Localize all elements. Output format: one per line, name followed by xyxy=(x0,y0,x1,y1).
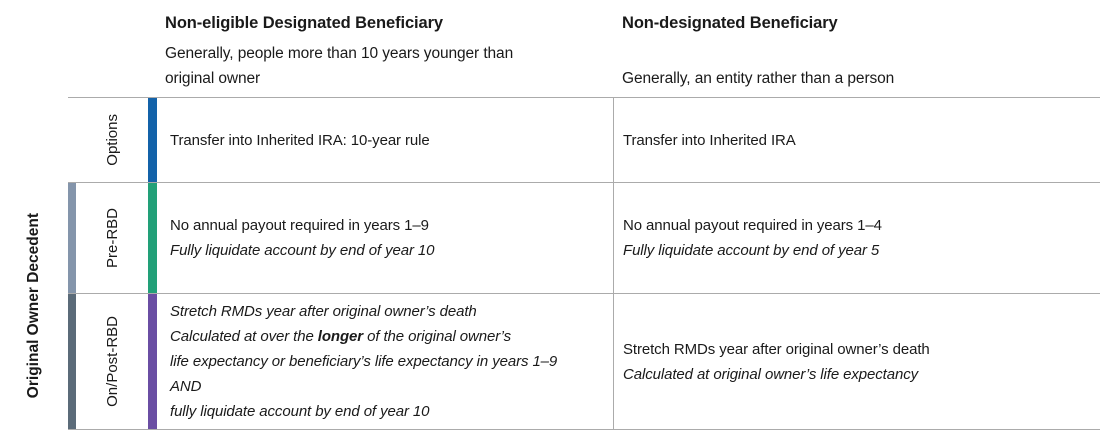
cell-pre-rbd-non-eligible: No annual payout required in years 1–9 F… xyxy=(157,182,613,293)
on-post-rbd-accent-bar xyxy=(148,293,157,430)
options-accent-bar xyxy=(148,97,157,182)
cell-line: Stretch RMDs year after original owner’s… xyxy=(623,340,930,358)
subtitle-line: Generally, people more than 10 years you… xyxy=(165,45,514,62)
row-label-on-post-rbd: On/Post-RBD xyxy=(76,293,148,430)
cell-on-post-rbd-non-designated: Stretch RMDs year after original owner’s… xyxy=(613,293,1100,430)
column-header-non-designated-title: Non-designated Beneficiary xyxy=(622,14,838,32)
pre-rbd-accent-bar xyxy=(148,182,157,293)
side-bar-spacer xyxy=(68,97,76,182)
subtitle-line: original owner xyxy=(165,70,261,87)
cell-line-segment-bold: longer xyxy=(317,328,364,345)
cell-options-non-designated: Transfer into Inherited IRA xyxy=(613,97,1100,182)
cell-line: Calculated at original owner’s life expe… xyxy=(623,365,919,383)
on-post-rbd-side-bar xyxy=(68,293,76,430)
cell-line: life expectancy or beneficiary’s life ex… xyxy=(170,353,558,370)
row-group-label-text: Original Owner Decedent xyxy=(25,213,42,399)
table-grid: Non-eligible Designated Beneficiary Gene… xyxy=(0,0,1100,430)
cell-on-post-rbd-non-eligible: Stretch RMDs year after original owner’s… xyxy=(157,293,613,430)
row-label-options: Options xyxy=(76,97,148,182)
cell-line-segment: Calculated at over the xyxy=(170,328,318,345)
row-label-pre-rbd: Pre-RBD xyxy=(76,182,148,293)
row-label-text: On/Post-RBD xyxy=(103,316,121,407)
subtitle-line: Generally, an entity rather than a perso… xyxy=(622,70,895,87)
cell-line-segment: of the original owner’s xyxy=(363,328,512,345)
cell-line: Fully liquidate account by end of year 5 xyxy=(623,242,880,259)
cell-line: Calculated at over the longer of the ori… xyxy=(170,324,613,349)
cell-line: Stretch RMDs year after original owner’s… xyxy=(170,303,477,320)
cell-line: No annual payout required in years 1–9 xyxy=(170,217,429,234)
cell-line: fully liquidate account by end of year 1… xyxy=(170,403,430,420)
cell-line: Transfer into Inherited IRA: 10-year rul… xyxy=(170,131,430,149)
cell-line: No annual payout required in years 1–4 xyxy=(623,217,882,234)
cell-pre-rbd-non-designated: No annual payout required in years 1–4 F… xyxy=(613,182,1100,293)
cell-line: AND xyxy=(170,378,202,395)
column-header-non-eligible: Non-eligible Designated Beneficiary Gene… xyxy=(157,0,613,97)
column-header-non-eligible-title: Non-eligible Designated Beneficiary xyxy=(165,14,443,32)
pre-rbd-side-bar xyxy=(68,182,76,293)
column-header-non-designated: Non-designated Beneficiary Generally, an… xyxy=(613,0,1100,97)
cell-options-non-eligible: Transfer into Inherited IRA: 10-year rul… xyxy=(157,97,613,182)
cell-line: Transfer into Inherited IRA xyxy=(623,131,796,149)
row-label-text: Options xyxy=(103,114,121,166)
cell-line: Fully liquidate account by end of year 1… xyxy=(170,242,435,259)
row-group-label-original-owner-decedent: Original Owner Decedent xyxy=(0,182,68,430)
column-header-non-designated-subtitle: Generally, an entity rather than a perso… xyxy=(622,66,1100,91)
row-label-text: Pre-RBD xyxy=(103,207,121,268)
column-header-non-eligible-subtitle: Generally, people more than 10 years you… xyxy=(165,41,613,91)
